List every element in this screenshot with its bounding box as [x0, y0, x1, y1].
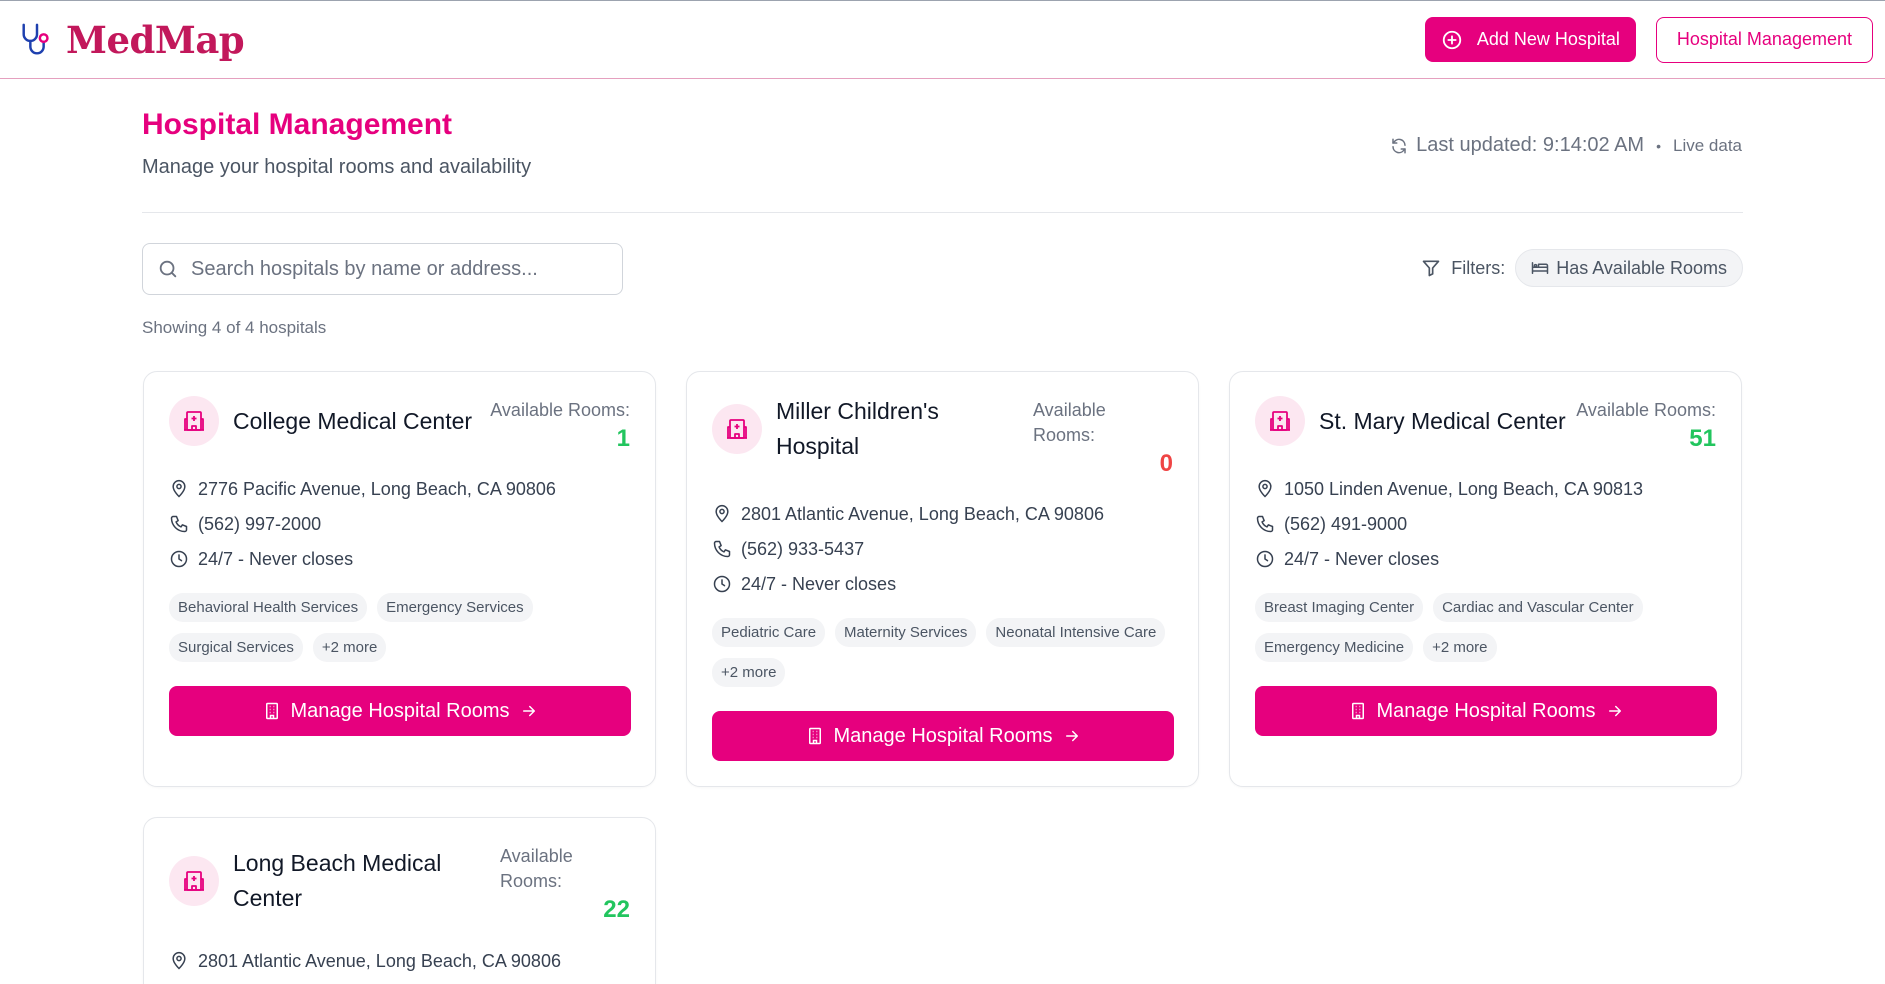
has-available-rooms-filter[interactable]: Has Available Rooms: [1515, 249, 1743, 287]
app-logo[interactable]: MedMap: [18, 17, 245, 62]
available-rooms-count: 1: [616, 425, 630, 452]
results-count: Showing 4 of 4 hospitals: [142, 318, 327, 337]
hospital-management-button[interactable]: Hospital Management: [1655, 16, 1873, 63]
more-tags-badge[interactable]: +2 more: [712, 658, 786, 687]
separator-dot: •: [1656, 137, 1661, 154]
map-pin-icon: [715, 504, 729, 523]
hospital-address: 1050 Linden Avenue, Long Beach, CA 90813: [1255, 478, 1643, 500]
hospital-phone: (562) 491-9000: [1255, 513, 1643, 535]
hospital-address: 2801 Atlantic Avenue, Long Beach, CA 908…: [169, 950, 561, 972]
manage-hospital-rooms-button[interactable]: Manage Hospital Rooms: [169, 686, 631, 736]
search-box[interactable]: [142, 243, 623, 295]
arrow-right-icon: [522, 705, 535, 717]
stethoscope-icon: [22, 23, 49, 55]
hospital-name: Long Beach Medical Center: [233, 850, 442, 911]
hospital-address: 2776 Pacific Avenue, Long Beach, CA 9080…: [169, 478, 556, 500]
available-rooms-label: Available Rooms:: [500, 846, 573, 891]
hospital-hours: 24/7 - Never closes: [1255, 548, 1643, 570]
service-tag: Pediatric Care: [712, 618, 826, 647]
window-top-border: [0, 0, 1885, 1]
live-data-label: Live data: [1673, 135, 1742, 155]
page-subtitle: Manage your hospital rooms and availabil…: [142, 156, 532, 178]
hospital-address: 2801 Atlantic Avenue, Long Beach, CA 908…: [712, 503, 1104, 525]
arrow-right-icon: [1065, 730, 1078, 742]
more-tags-badge[interactable]: +2 more: [312, 633, 387, 662]
clock-icon: [713, 575, 731, 593]
header-divider: [142, 212, 1743, 213]
clock-icon: [1256, 550, 1274, 568]
top-navbar: MedMap Add New Hospital Hospital Managem…: [0, 1, 1885, 79]
manage-hospital-rooms-label: Manage Hospital Rooms: [1376, 699, 1596, 722]
hospital-card: St. Mary Medical Center Available Rooms:…: [1229, 371, 1742, 787]
plus-circle-icon: [1442, 30, 1461, 49]
manage-hospital-rooms-label: Manage Hospital Rooms: [290, 699, 510, 722]
hospital-name: Miller Children's Hospital: [776, 398, 939, 459]
service-tag: Neonatal Intensive Care: [986, 618, 1166, 647]
filters-bar: Filters: Has Available Rooms: [1421, 249, 1743, 287]
available-rooms-count: 22: [603, 896, 630, 923]
service-tag: Cardiac and Vascular Center: [1433, 593, 1643, 622]
search-input[interactable]: [191, 257, 591, 281]
add-new-hospital-button[interactable]: Add New Hospital: [1424, 17, 1636, 62]
add-new-hospital-label: Add New Hospital: [1476, 29, 1620, 49]
hospital-hours: 24/7 - Never closes: [169, 548, 556, 570]
available-rooms: Available Rooms: 22: [500, 844, 630, 926]
filter-chip-label: Has Available Rooms: [1556, 257, 1727, 278]
hospital-name: St. Mary Medical Center: [1319, 407, 1566, 434]
map-pin-icon: [1258, 479, 1272, 498]
phone-icon: [170, 515, 188, 533]
bed-icon: [1531, 262, 1549, 274]
map-pin-icon: [172, 479, 186, 498]
filter-icon: [1422, 260, 1440, 277]
hospital-icon: [712, 404, 762, 454]
available-rooms-count: 0: [1159, 450, 1173, 477]
hospital-card: College Medical Center Available Rooms: …: [143, 371, 656, 787]
available-rooms: Available Rooms: 51: [1576, 398, 1716, 455]
building-icon: [1351, 702, 1364, 720]
building-icon: [265, 702, 278, 720]
hospital-icon: [169, 856, 219, 906]
manage-hospital-rooms-button[interactable]: Manage Hospital Rooms: [1255, 686, 1717, 736]
service-tag: Breast Imaging Center: [1255, 593, 1424, 622]
filters-label: Filters:: [1451, 257, 1506, 278]
search-icon: [159, 260, 177, 278]
available-rooms-count: 51: [1689, 425, 1716, 452]
app-name: MedMap: [66, 17, 245, 62]
available-rooms-label: Available Rooms:: [490, 400, 630, 420]
hospital-phone: (562) 997-2000: [169, 513, 556, 535]
available-rooms: Available Rooms: 0: [1033, 398, 1173, 480]
hospital-card: Long Beach Medical Center Available Room…: [143, 817, 656, 984]
hospital-icon: [1255, 396, 1305, 446]
clock-icon: [170, 550, 188, 568]
hospital-card: Miller Children's Hospital Available Roo…: [686, 371, 1199, 787]
map-pin-icon: [172, 951, 186, 970]
manage-hospital-rooms-button[interactable]: Manage Hospital Rooms: [712, 711, 1174, 761]
phone-icon: [713, 540, 731, 558]
available-rooms: Available Rooms: 1: [490, 398, 630, 455]
refresh-icon: [1392, 138, 1406, 153]
page-title: Hospital Management: [142, 108, 453, 141]
last-updated-status: Last updated: 9:14:02 AM • Live data: [1390, 134, 1742, 157]
service-tag: Behavioral Health Services: [169, 593, 368, 622]
phone-icon: [1256, 515, 1274, 533]
service-tag: Surgical Services: [169, 633, 303, 662]
hospital-phone: (562) 933-5437: [712, 538, 1104, 560]
service-tag: Maternity Services: [835, 618, 977, 647]
service-tag: Emergency Services: [377, 593, 533, 622]
arrow-right-icon: [1608, 705, 1621, 717]
more-tags-badge[interactable]: +2 more: [1423, 633, 1497, 662]
available-rooms-label: Available Rooms:: [1576, 400, 1716, 420]
last-updated-text: Last updated: 9:14:02 AM: [1416, 134, 1645, 156]
hospital-icon: [169, 396, 219, 446]
building-icon: [808, 727, 821, 745]
manage-hospital-rooms-label: Manage Hospital Rooms: [833, 724, 1053, 747]
service-tag: Emergency Medicine: [1255, 633, 1414, 662]
available-rooms-label: Available Rooms:: [1033, 400, 1106, 445]
hospital-name: College Medical Center: [233, 407, 473, 434]
hospital-hours: 24/7 - Never closes: [712, 573, 1104, 595]
